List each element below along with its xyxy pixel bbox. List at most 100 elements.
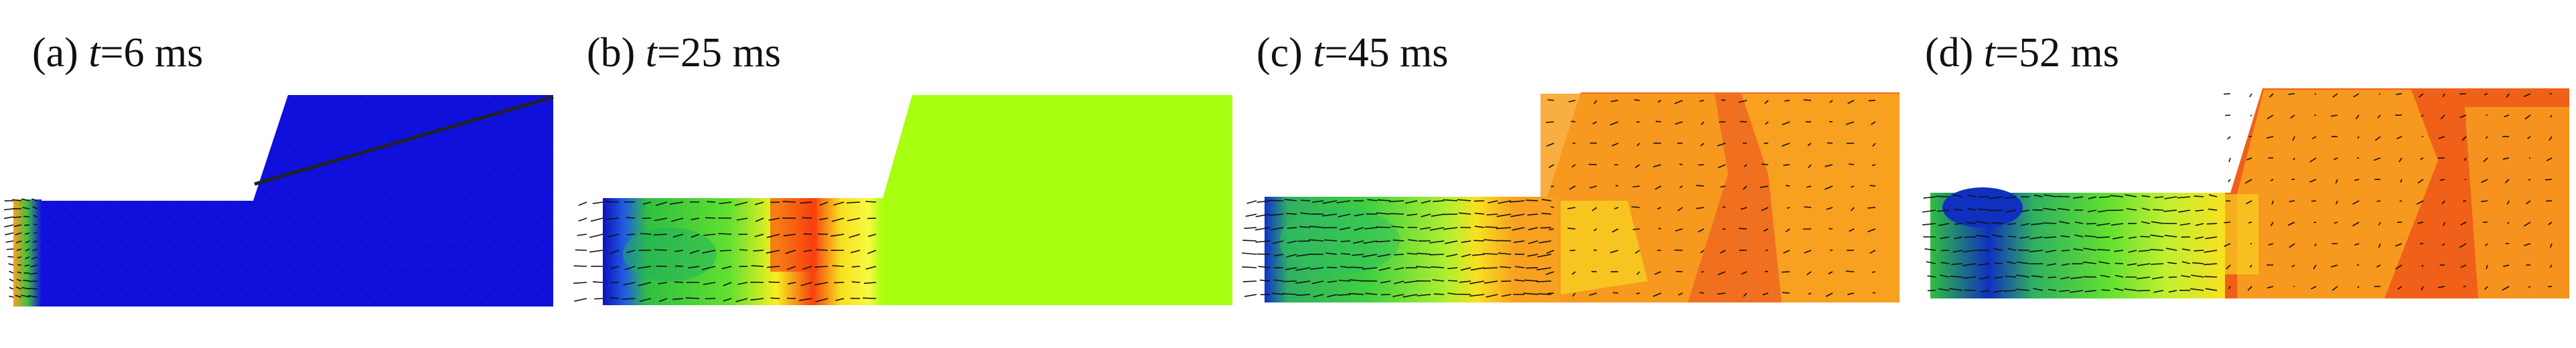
velocity-arrow	[1741, 271, 1747, 275]
velocity-arrow	[2141, 221, 2151, 224]
velocity-arrow	[2292, 136, 2295, 141]
velocity-arrow	[2208, 208, 2218, 211]
velocity-arrow	[719, 250, 732, 252]
velocity-arrow	[2289, 243, 2295, 248]
velocity-arrow	[1486, 294, 1498, 298]
velocity-arrow	[1922, 209, 1936, 213]
velocity-arrow	[1764, 100, 1769, 104]
velocity-arrow	[1394, 267, 1405, 270]
velocity-arrow	[723, 282, 732, 286]
velocity-arrow	[1867, 207, 1876, 209]
velocity-arrow	[15, 286, 22, 290]
velocity-arrow	[754, 201, 764, 205]
velocity-arrow	[25, 232, 30, 235]
velocity-arrow	[802, 266, 812, 270]
velocity-arrow	[2058, 290, 2070, 292]
velocity-arrow	[1545, 271, 1555, 275]
velocity-arrow	[1657, 100, 1662, 103]
velocity-arrow	[577, 234, 587, 236]
velocity-arrow	[849, 234, 861, 238]
velocity-arrow	[1354, 227, 1364, 231]
velocity-arrow	[28, 288, 38, 290]
velocity-arrow	[2192, 262, 2204, 264]
velocity-arrow	[626, 250, 636, 254]
velocity-arrow	[2074, 234, 2084, 238]
velocity-arrow	[2268, 243, 2274, 246]
velocity-arrow	[2311, 136, 2317, 140]
velocity-arrow	[578, 217, 587, 222]
velocity-arrow	[1571, 120, 1576, 122]
velocity-arrow	[1872, 143, 1876, 147]
velocity-arrow	[2019, 236, 2030, 239]
velocity-arrow	[607, 234, 620, 238]
velocity-arrow	[1474, 212, 1485, 215]
velocity-arrow	[2194, 250, 2204, 252]
velocity-arrow	[1327, 266, 1338, 268]
velocity-arrow	[1296, 294, 1311, 296]
velocity-arrow	[1720, 250, 1726, 254]
velocity-arrow	[2548, 222, 2553, 226]
velocity-arrow	[2546, 157, 2553, 161]
velocity-arrow	[32, 206, 38, 209]
velocity-arrow	[1808, 164, 1812, 169]
velocity-arrow	[1323, 239, 1338, 242]
velocity-arrow	[1432, 279, 1445, 282]
velocity-arrow	[2141, 207, 2151, 211]
velocity-arrow	[1783, 250, 1790, 254]
velocity-arrow	[1474, 240, 1485, 242]
velocity-arrow	[1845, 121, 1855, 125]
velocity-arrow	[2084, 235, 2097, 238]
velocity-arrow	[1572, 292, 1576, 297]
velocity-arrow	[1242, 252, 1257, 255]
velocity-arrow	[1962, 250, 1977, 253]
velocity-arrow	[2153, 209, 2164, 211]
velocity-arrow	[2485, 243, 2488, 246]
velocity-arrow	[1246, 200, 1257, 204]
velocity-arrow	[802, 217, 812, 219]
velocity-arrow	[1300, 199, 1311, 201]
velocity-arrow	[2378, 243, 2381, 248]
velocity-arrow	[1981, 290, 1990, 292]
velocity-arrow	[1446, 254, 1458, 258]
velocity-arrow	[1847, 100, 1855, 104]
velocity-arrow	[835, 298, 845, 301]
velocity-arrow	[1377, 199, 1391, 201]
velocity-arrow	[1537, 254, 1552, 258]
velocity-arrow	[5, 232, 14, 236]
velocity-arrow	[1610, 100, 1619, 102]
velocity-arrow	[1868, 100, 1876, 102]
velocity-arrow	[819, 217, 829, 220]
velocity-arrow	[2109, 195, 2124, 197]
velocity-arrow	[2484, 286, 2488, 290]
velocity-arrow	[1993, 248, 2003, 251]
velocity-arrow	[1954, 236, 1963, 240]
velocity-arrow	[1488, 200, 1498, 204]
velocity-arrow	[1327, 294, 1338, 298]
velocity-arrow	[2313, 222, 2317, 224]
velocity-arrow	[1549, 164, 1555, 169]
velocity-arrow	[2291, 264, 2295, 268]
velocity-arrow	[1273, 254, 1284, 257]
velocity-arrow	[2267, 114, 2274, 120]
velocity-arrow	[2506, 93, 2510, 98]
velocity-arrow	[13, 224, 22, 228]
velocity-arrow	[2087, 209, 2097, 213]
velocity-arrow	[819, 201, 829, 206]
velocity-arrow	[1327, 280, 1338, 283]
velocity-arrow	[705, 217, 716, 219]
velocity-arrow	[1528, 240, 1539, 244]
velocity-arrow	[2270, 179, 2274, 181]
velocity-arrow	[594, 298, 603, 300]
velocity-arrow	[1340, 266, 1351, 268]
velocity-arrow	[1936, 195, 1950, 197]
velocity-arrow	[1675, 228, 1683, 232]
velocity-arrow	[2420, 157, 2424, 160]
velocity-arrow	[1806, 271, 1812, 276]
velocity-arrow	[2376, 264, 2381, 268]
velocity-arrow	[1975, 235, 1990, 238]
velocity-arrow	[814, 266, 829, 268]
velocity-arrow	[1609, 250, 1619, 254]
velocity-arrow	[21, 198, 30, 201]
velocity-arrow	[2528, 179, 2531, 181]
velocity-arrow	[2267, 286, 2274, 289]
